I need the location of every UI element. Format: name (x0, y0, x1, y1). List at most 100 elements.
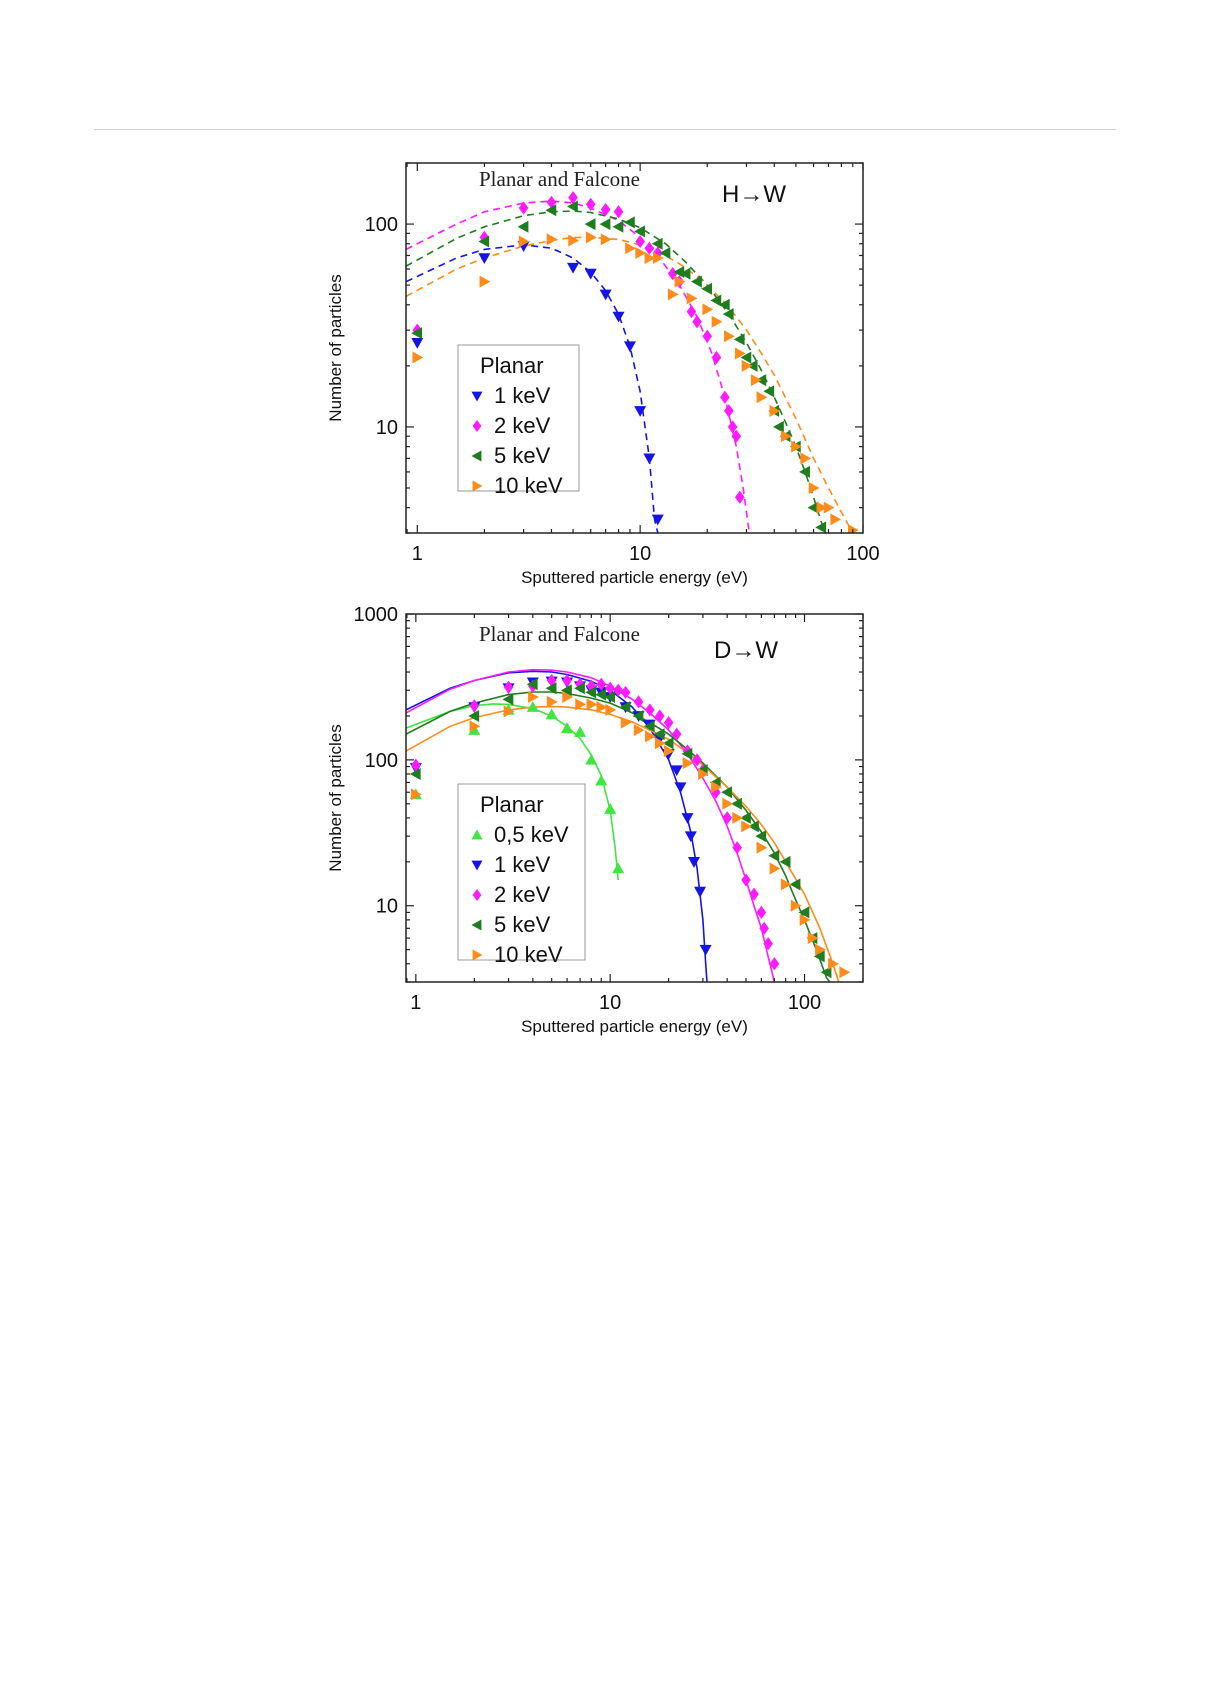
data-point-10-keV (596, 701, 608, 714)
x-tick-label: 100 (788, 992, 821, 1014)
data-point-5-keV (691, 275, 702, 288)
data-point-5-keV (748, 820, 759, 833)
data-point-10-keV (816, 501, 828, 514)
data-point-5-keV (526, 678, 538, 691)
data-point-10-keV (734, 347, 746, 360)
data-point-10-keV (800, 452, 812, 465)
data-point-1-keV (674, 782, 687, 794)
plot-area (406, 191, 859, 533)
legend-entry: 2 keV (494, 413, 551, 438)
data-point-5-keV (411, 327, 423, 340)
data-point-10-keV (605, 703, 617, 716)
y-tick-label: 100 (365, 214, 398, 236)
data-point-2-keV (727, 420, 738, 434)
data-point-10-keV (528, 690, 539, 703)
data-point-1-keV (670, 765, 683, 777)
data-point-5-keV (813, 950, 825, 963)
data-point-5-keV (659, 247, 671, 260)
data-point-10-keV (633, 724, 645, 737)
data-point-10-keV (702, 303, 714, 316)
data-point-10-keV (780, 878, 792, 891)
data-point-1-keV (681, 813, 694, 824)
data-point-10-keV (667, 288, 679, 301)
legend: Planar 0,5 keV 1 keV 2 keV 5 keV 10 keV (457, 783, 586, 967)
legend-box (457, 783, 586, 961)
x-axis-label: Sputtered particle energy (eV) (521, 1017, 748, 1036)
data-point-5-keV (779, 855, 791, 868)
data-point-5-keV (634, 225, 645, 238)
data-point-10-keV (724, 330, 735, 343)
data-point-5-keV (755, 830, 767, 843)
data-point-10-keV (848, 524, 859, 533)
data-point-5-keV (701, 282, 713, 295)
data-point-2-keV (711, 785, 721, 799)
data-point-2-keV (722, 811, 732, 825)
data-point-2-keV (756, 905, 767, 920)
data-point-10-keV (741, 820, 753, 833)
data-point-10-keV (674, 275, 686, 288)
legend-marker-icon (471, 919, 482, 931)
legend-entry: 1 keV (494, 383, 551, 408)
data-point-10-keV (780, 430, 792, 443)
data-point-10-keV (575, 698, 587, 711)
data-point-5-keV (731, 797, 742, 810)
data-point-5-keV (722, 308, 734, 321)
data-point-10-keV (711, 315, 723, 328)
data-point-2-keV (613, 683, 624, 697)
data-point-5-keV (623, 216, 635, 229)
data-point-10-keV (815, 943, 826, 956)
data-point-10-keV (791, 440, 802, 453)
chart-title: Planar and Falcone (479, 622, 640, 646)
data-point-5-keV (768, 849, 780, 862)
data-point-10-keV (546, 233, 558, 246)
data-point-2-keV (686, 305, 697, 319)
data-point-10-keV (600, 233, 612, 246)
data-point-5-keV (584, 218, 596, 231)
x-tick-label: 100 (846, 543, 879, 565)
data-point-5-keV (599, 218, 611, 231)
legend-entry: 10 keV (494, 473, 563, 498)
y-tick-label: 100 (365, 750, 398, 772)
data-point-2-keV (562, 673, 572, 688)
data-point-5-keV (502, 693, 514, 706)
x-tick-label: 10 (599, 992, 621, 1014)
data-point-5-keV (632, 709, 644, 722)
legend-marker-icon (471, 829, 483, 840)
data-point-5-keV (789, 878, 801, 891)
data-point-10-keV (686, 292, 698, 305)
data-point-10-keV (830, 513, 842, 526)
data-point-2-keV (711, 350, 722, 365)
data-point-2-keV (411, 758, 421, 772)
data-point-5-keV (478, 235, 490, 248)
legend-marker-icon (471, 860, 483, 871)
data-point-0-5-keV (574, 726, 587, 737)
data-point-5-keV (574, 682, 585, 695)
data-point-1-keV (634, 406, 647, 417)
data-point-10-keV (807, 932, 819, 945)
data-point-10-keV (799, 913, 811, 926)
data-point-10-keV (698, 768, 709, 781)
data-point-2-keV (600, 202, 611, 217)
data-point-2-keV (731, 429, 742, 443)
data-point-10-keV (469, 720, 481, 733)
data-point-2-keV (635, 234, 645, 249)
data-point-5-keV (567, 200, 578, 213)
data-point-1-keV (599, 289, 612, 301)
data-point-1-keV (699, 944, 712, 956)
data-point-1-keV (623, 341, 636, 353)
data-point-5-keV (561, 684, 572, 697)
legend-entry: 5 keV (494, 912, 551, 937)
plot-frame (405, 613, 864, 983)
data-point-10-keV (585, 231, 597, 244)
data-point-5-keV (740, 351, 752, 364)
y-tick-label: 10 (376, 417, 398, 439)
data-point-2-keV (596, 677, 607, 691)
data-point-10-keV (503, 705, 515, 718)
data-point-5-keV (681, 747, 693, 760)
legend-marker-icon (472, 949, 483, 961)
data-point-5-keV (517, 220, 529, 233)
data-point-5-keV (643, 720, 655, 733)
legend-entry: 2 keV (494, 882, 551, 907)
data-point-1-keV (643, 453, 656, 465)
